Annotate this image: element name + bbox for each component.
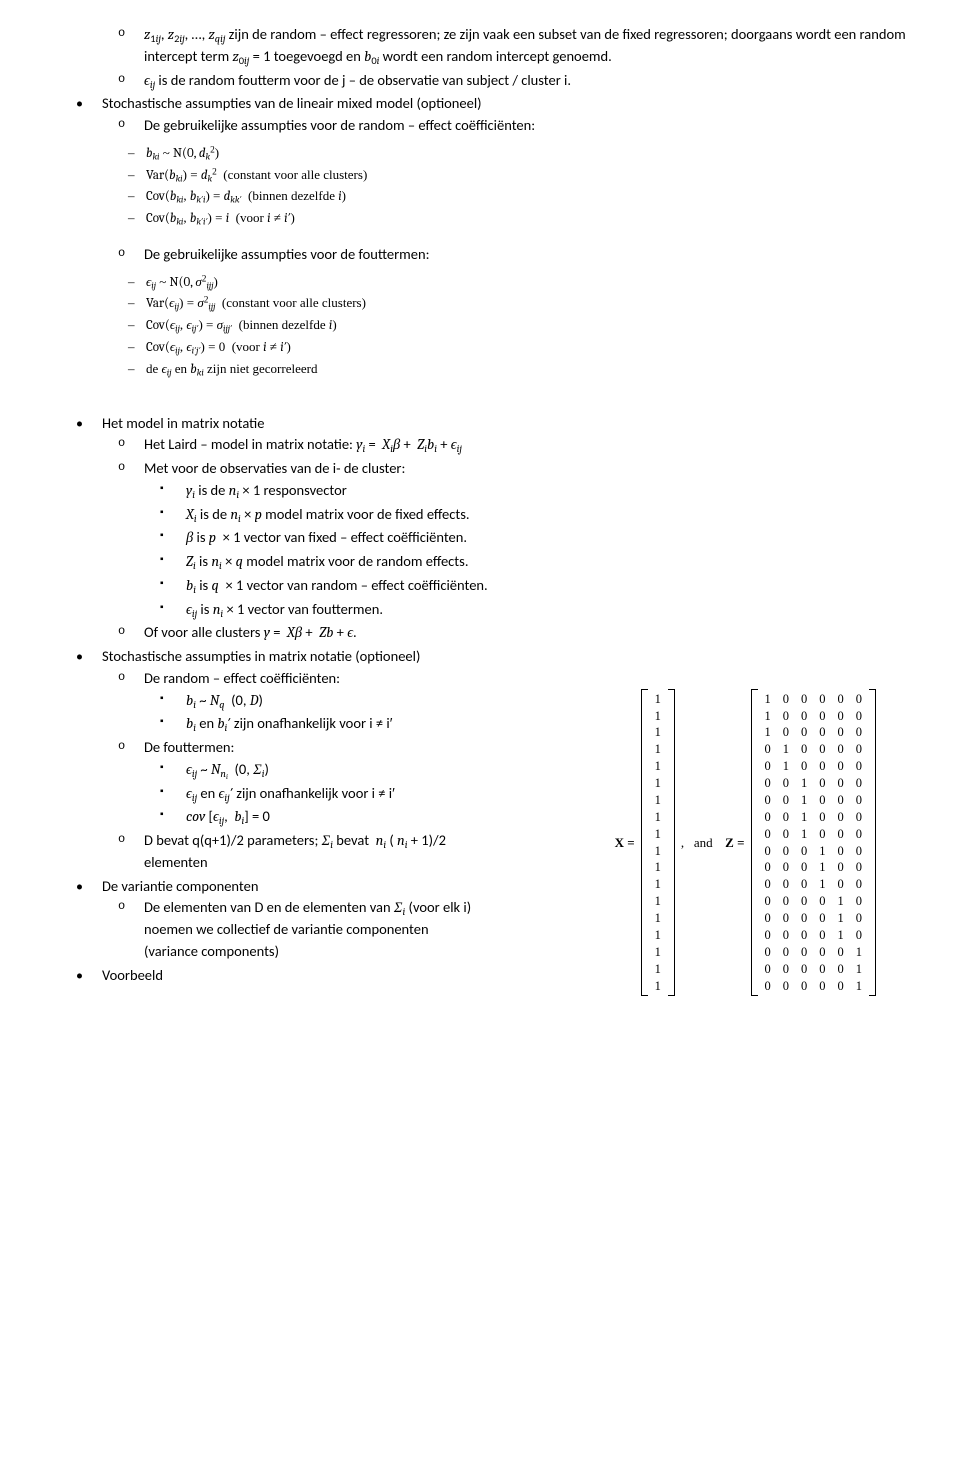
text: De gebruikelijke assumpties voor de fout… [144,245,429,263]
text: z1ij, z2ij, …, zqij zijn de random – eff… [144,25,906,65]
list-item: Het Laird – model in matrix notatie: yi … [102,434,912,456]
text: De gebruikelijke assumpties voor de rand… [144,116,535,134]
text: Voorbeeld [102,966,163,984]
text: Het Laird – model in matrix notatie: yi … [144,435,462,453]
assumption-line: bki ~ N(0, dk2) [128,143,912,165]
assumption-line: Var(ϵij) = σ2ijj (constant voor alle clu… [128,293,912,315]
text: bi en bi′ zijn onafhankelijk voor i ≠ i′ [186,714,392,732]
assumption-line: Cov(ϵij, ϵij′) = σijj′ (binnen dezelfde … [128,315,912,337]
text: bi ~ Nq (0, D) [186,691,263,709]
text: Xi is de ni × p model matrix voor de fix… [186,505,470,523]
matrix-figure: X = 111111111111111111 , and Z = 1000001… [615,689,876,997]
text: De variantie componenten [102,877,258,895]
text: Het model in matrix notatie [102,414,264,432]
list-item: Het model in matrix notatie Het Laird – … [60,413,912,645]
list-item: De gebruikelijke assumpties voor de rand… [102,115,912,137]
text: Zi is ni × q model matrix voor de random… [186,552,468,570]
text: Stochastische assumpties van de lineair … [102,94,482,112]
text: ϵij ~ Nni (0, Σi) [186,760,269,778]
text: ϵij is ni × 1 vector van fouttermen. [186,600,383,618]
list-item: Xi is de ni × p model matrix voor de fix… [144,504,912,526]
text: De random – effect coëfficiënten: [144,669,340,687]
text: ϵij is de random foutterm voor de j – de… [144,71,571,89]
text: Of voor alle clusters y = Xβ + Zb + ϵ. [144,623,357,641]
assumptions-block-2: ϵij ~ N(0, σ2ijj) Var(ϵij) = σ2ijj (cons… [128,272,912,381]
list-item: Met voor de observaties van de i- de clu… [102,458,912,620]
matrix-x-label: X = [615,833,635,853]
list-item: z1ij, z2ij, …, zqij zijn de random – eff… [102,24,912,68]
list-item: yi is de ni × 1 responsvector [144,480,912,502]
matrix-z: 1000001000001000000100000100000010000010… [751,689,877,997]
assumption-line: de ϵij en bki zijn niet gecorreleerd [128,359,912,381]
list-item: ϵij is de random foutterm voor de j – de… [102,70,912,92]
list-item: bi is q × 1 vector van random – effect c… [144,575,912,597]
text: D bevat q(q+1)/2 parameters; Σi bevat ni… [144,831,446,871]
page: z1ij, z2ij, …, zqij zijn de random – eff… [60,24,912,986]
list-item: ϵij is ni × 1 vector van fouttermen. [144,599,912,621]
list-item: Zi is ni × q model matrix voor de random… [144,551,912,573]
sub-list: De gebruikelijke assumpties voor de fout… [102,244,912,266]
list-item: β is p × 1 vector van fixed – effect coë… [144,527,912,549]
text: β is p × 1 vector van fixed – effect coë… [186,528,467,546]
text: Met voor de observaties van de i- de clu… [144,459,405,477]
text: ϵij en ϵij′ zijn onafhankelijk voor i ≠ … [186,784,395,802]
assumption-line: ϵij ~ N(0, σ2ijj) [128,272,912,294]
list-item: Of voor alle clusters y = Xβ + Zb + ϵ. [102,622,912,644]
assumption-line: Cov(bki, bk′i) = dkk′ (binnen dezelfde i… [128,186,912,208]
text: yi is de ni × 1 responsvector [186,481,347,499]
matrix-z-label: Z = [725,833,744,853]
text: De elementen van D en de elementen van Σ… [144,898,471,960]
list-item: Stochastische assumpties van de lineair … [60,93,912,137]
main-list: Stochastische assumpties van de lineair … [60,93,912,137]
text: bi is q × 1 vector van random – effect c… [186,576,488,594]
list-item: De gebruikelijke assumpties voor de fout… [102,244,912,266]
text: Stochastische assumpties in matrix notat… [102,647,420,665]
assumption-line: Cov(bki, bk′i′) = i (voor i ≠ i′) [128,208,912,230]
text: De fouttermen: [144,738,234,756]
matrix-sep: , and [681,833,719,853]
matrix-x: 111111111111111111 [641,689,675,997]
assumptions-block-1: bki ~ N(0, dk2) Var(bki) = dk2 (constant… [128,143,912,230]
text: cov [ϵij, bi] = 0 [186,807,270,825]
top-continued-list: z1ij, z2ij, …, zqij zijn de random – eff… [102,24,912,91]
assumption-line: Var(bki) = dk2 (constant voor alle clust… [128,165,912,187]
assumption-line: Cov(ϵij, ϵi′j′) = 0 (voor i ≠ i′) [128,337,912,359]
